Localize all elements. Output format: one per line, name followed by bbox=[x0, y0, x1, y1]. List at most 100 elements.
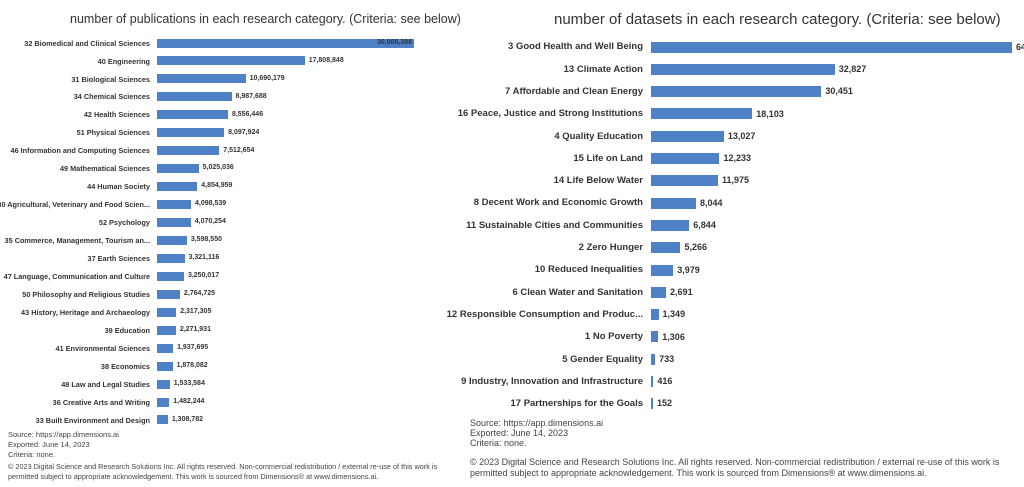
bar bbox=[157, 146, 220, 156]
value-label: 2,317,305 bbox=[180, 308, 212, 316]
value-label: 3,598,550 bbox=[190, 236, 222, 244]
category-label: 13 Climate Action bbox=[563, 63, 643, 75]
bar bbox=[157, 271, 184, 281]
bar bbox=[651, 130, 724, 142]
category-label: 36 Creative Arts and Writing bbox=[52, 397, 150, 407]
category-label: 51 Physical Sciences bbox=[76, 128, 150, 138]
bar bbox=[651, 264, 674, 276]
left-copyright-line2: permitted subject to appropriate acknowl… bbox=[8, 472, 379, 481]
value-label: 1,533,584 bbox=[173, 379, 205, 387]
category-label: 50 Philosophy and Religious Studies bbox=[22, 289, 150, 299]
value-label: 416 bbox=[657, 376, 673, 387]
value-label: 2,764,725 bbox=[183, 290, 216, 298]
value-label: 152 bbox=[657, 398, 673, 409]
bar bbox=[651, 153, 720, 164]
category-label: 6 Clean Water and Sanitation bbox=[512, 286, 643, 298]
value-label: 12,233 bbox=[723, 153, 751, 164]
bar bbox=[651, 309, 659, 321]
bar bbox=[651, 398, 653, 410]
bar bbox=[651, 197, 696, 209]
category-label: 39 Education bbox=[104, 325, 150, 335]
value-label: 6,844 bbox=[693, 220, 716, 230]
category-label: 44 Human Society bbox=[87, 182, 150, 192]
right-copyright-line2: permitted subject to appropriate acknowl… bbox=[470, 468, 927, 478]
right-criteria: Criteria: none. bbox=[470, 438, 527, 448]
category-label: 32 Biomedical and Clinical Sciences bbox=[24, 38, 150, 48]
bar bbox=[157, 182, 198, 192]
value-label: 1,937,695 bbox=[177, 343, 209, 351]
category-label: 48 Law and Legal Studies bbox=[61, 379, 150, 389]
value-label: 8,556,446 bbox=[231, 110, 264, 118]
bar bbox=[651, 331, 659, 343]
value-label: 1,349 bbox=[662, 309, 686, 320]
bar bbox=[651, 219, 690, 231]
value-label: 8,987,688 bbox=[235, 92, 267, 100]
bar bbox=[157, 415, 168, 425]
category-label: 38 Economics bbox=[100, 361, 150, 371]
right-source: Source: https://app.dimensions.ai bbox=[470, 418, 604, 428]
category-label: 8 Decent Work and Economic Growth bbox=[473, 197, 643, 209]
value-label: 17,808,848 bbox=[308, 56, 344, 64]
category-label: 11 Sustainable Cities and Communities bbox=[466, 219, 643, 231]
category-label: 35 Commerce, Management, Tourism an... bbox=[4, 236, 150, 246]
value-label: 1,308,782 bbox=[171, 415, 203, 423]
value-label: 13,027 bbox=[727, 130, 756, 141]
bar bbox=[157, 92, 232, 102]
right-exported: Exported: June 14, 2023 bbox=[470, 428, 569, 438]
bar bbox=[157, 361, 173, 371]
value-label: 3,321,116 bbox=[188, 254, 220, 262]
category-label: 1 No Poverty bbox=[584, 331, 643, 343]
bar bbox=[157, 164, 199, 174]
left-source: Source: https://app.dimensions.ai bbox=[8, 430, 119, 439]
category-label: 42 Health Sciences bbox=[83, 110, 150, 120]
value-label: 2,691 bbox=[670, 286, 693, 297]
bar bbox=[651, 353, 656, 365]
category-label: 47 Language, Communication and Culture bbox=[3, 271, 150, 281]
category-label: 17 Partnerships for the Goals bbox=[510, 398, 643, 410]
value-label: 733 bbox=[659, 353, 675, 364]
value-label: 8,044 bbox=[700, 197, 723, 208]
bar bbox=[157, 235, 187, 245]
bar bbox=[157, 110, 228, 120]
left-copyright-line1: © 2023 Digital Science and Research Solu… bbox=[8, 462, 438, 471]
bar bbox=[651, 242, 681, 254]
category-label: 4 Quality Education bbox=[554, 130, 643, 142]
bar bbox=[157, 74, 246, 84]
category-label: 15 Life on Land bbox=[573, 152, 643, 164]
category-label: 33 Built Environment and Design bbox=[35, 415, 150, 425]
bar bbox=[651, 108, 753, 120]
category-label: 34 Chemical Sciences bbox=[73, 92, 150, 102]
bar bbox=[157, 128, 225, 138]
bar bbox=[157, 325, 176, 335]
category-label: 52 Psychology bbox=[98, 218, 150, 228]
value-label: 5,266 bbox=[684, 242, 707, 253]
category-label: 5 Gender Equality bbox=[562, 353, 643, 365]
value-label: 10,690,179 bbox=[249, 74, 285, 82]
category-label: 37 Earth Sciences bbox=[87, 254, 150, 264]
bar bbox=[157, 38, 414, 48]
category-label: 14 Life Below Water bbox=[553, 175, 643, 187]
category-label: 10 Reduced Inequalities bbox=[534, 264, 643, 276]
bar bbox=[157, 397, 170, 407]
value-label: 4,070,254 bbox=[194, 218, 226, 226]
left-exported: Exported: June 14, 2023 bbox=[8, 440, 90, 449]
bar bbox=[157, 343, 174, 353]
value-label: 1,306 bbox=[662, 331, 685, 342]
right-copyright-line1: © 2023 Digital Science and Research Solu… bbox=[470, 457, 1000, 467]
bar bbox=[651, 376, 654, 387]
bar bbox=[157, 253, 185, 263]
bar bbox=[157, 307, 177, 317]
bar bbox=[651, 63, 835, 75]
category-label: 49 Mathematical Sciences bbox=[59, 164, 150, 174]
value-label: 30,451 bbox=[825, 86, 853, 97]
bar bbox=[651, 175, 718, 187]
bar bbox=[157, 379, 170, 389]
value-label: 4,098,539 bbox=[194, 200, 227, 208]
value-label: 18,103 bbox=[756, 108, 784, 119]
category-label: 40 Engineering bbox=[97, 56, 150, 66]
bar bbox=[651, 41, 1012, 53]
category-label: 30 Agricultural, Veterinary and Food Sci… bbox=[0, 200, 150, 210]
left-criteria: Criteria: none. bbox=[8, 450, 56, 459]
value-label: 1,878,082 bbox=[176, 361, 208, 369]
category-label: 2 Zero Hunger bbox=[578, 242, 643, 253]
